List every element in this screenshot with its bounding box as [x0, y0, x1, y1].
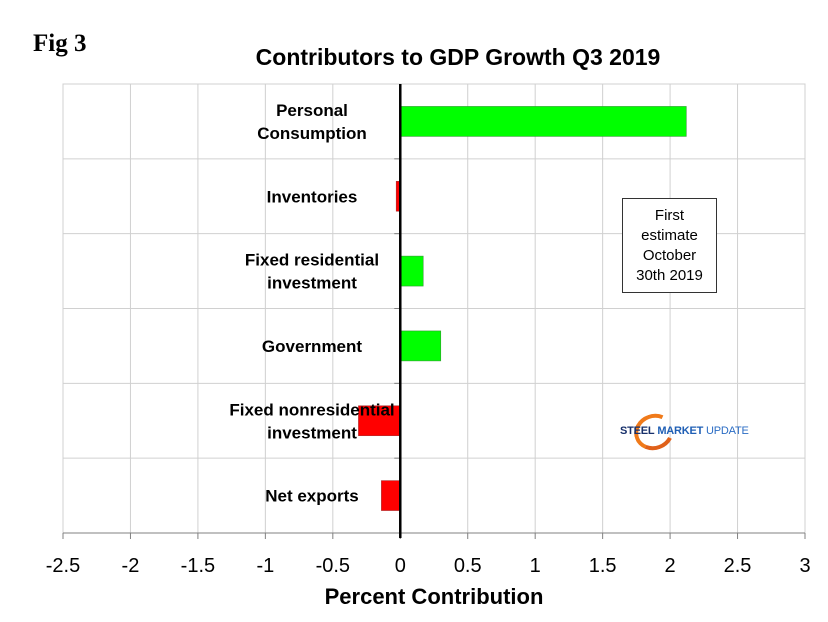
x-axis-label: Percent Contribution — [325, 584, 544, 609]
category-label: Government — [262, 337, 362, 356]
bars — [358, 106, 687, 511]
x-tick-label: 2 — [665, 555, 676, 577]
category-label-line: investment — [267, 423, 357, 442]
x-tick-label: 3 — [799, 555, 810, 577]
axes — [62, 84, 806, 539]
category-label-line: Fixed nonresidential — [229, 400, 394, 419]
x-tick-label: -0.5 — [316, 555, 350, 577]
category-label-line: Consumption — [257, 124, 367, 143]
x-tick-labels: -2.5 -2 -1.5 -1 -0.5 0 0.5 1 1.5 2 2.5 3 — [46, 555, 811, 577]
category-label-line: investment — [267, 274, 357, 293]
estimate-annotation: First estimate October 30th 2019 — [622, 198, 717, 293]
bar-fixed-residential-investment — [399, 255, 424, 287]
category-label-line: Inventories — [267, 187, 358, 206]
x-tick-label: -2 — [122, 555, 140, 577]
x-tick-label: 1.5 — [589, 555, 617, 577]
category-label: Fixed residential investment — [245, 251, 379, 293]
logo-word-update: UPDATE — [706, 425, 749, 437]
category-label-line: Fixed residential — [245, 251, 379, 270]
bar-personal-consumption — [399, 106, 687, 137]
x-tick-label: 1 — [530, 555, 541, 577]
category-label: Inventories — [267, 187, 358, 206]
steel-market-update-logo: STEEL MARKET UPDATE — [612, 408, 762, 456]
x-tick-label: 0.5 — [454, 555, 482, 577]
category-label: Personal Consumption — [257, 101, 367, 143]
x-tick-label: -1 — [256, 555, 274, 577]
grid — [62, 83, 806, 534]
bar-government — [399, 330, 442, 362]
x-tick-label: 2.5 — [724, 555, 752, 577]
x-tick-label: -2.5 — [46, 555, 80, 577]
logo-word-steel: STEEL — [620, 425, 655, 437]
logo-word-market: MARKET — [657, 425, 704, 437]
figure-label: Fig 3 — [33, 30, 87, 57]
chart-title: Contributors to GDP Growth Q3 2019 — [255, 44, 661, 70]
category-label-line: Personal — [276, 101, 348, 120]
x-tick-label: -1.5 — [181, 555, 215, 577]
category-label-line: Government — [262, 337, 362, 356]
category-labels: Personal Consumption Inventories Fixed resi… — [229, 101, 394, 506]
x-tick-label: 0 — [395, 555, 406, 577]
bar-fixed-nonresidential-investment — [358, 405, 401, 437]
bar-net-exports — [381, 480, 401, 511]
category-label: Net exports — [265, 487, 359, 506]
category-label: Fixed nonresidential investment — [229, 400, 394, 442]
category-label-line: Net exports — [265, 487, 359, 506]
